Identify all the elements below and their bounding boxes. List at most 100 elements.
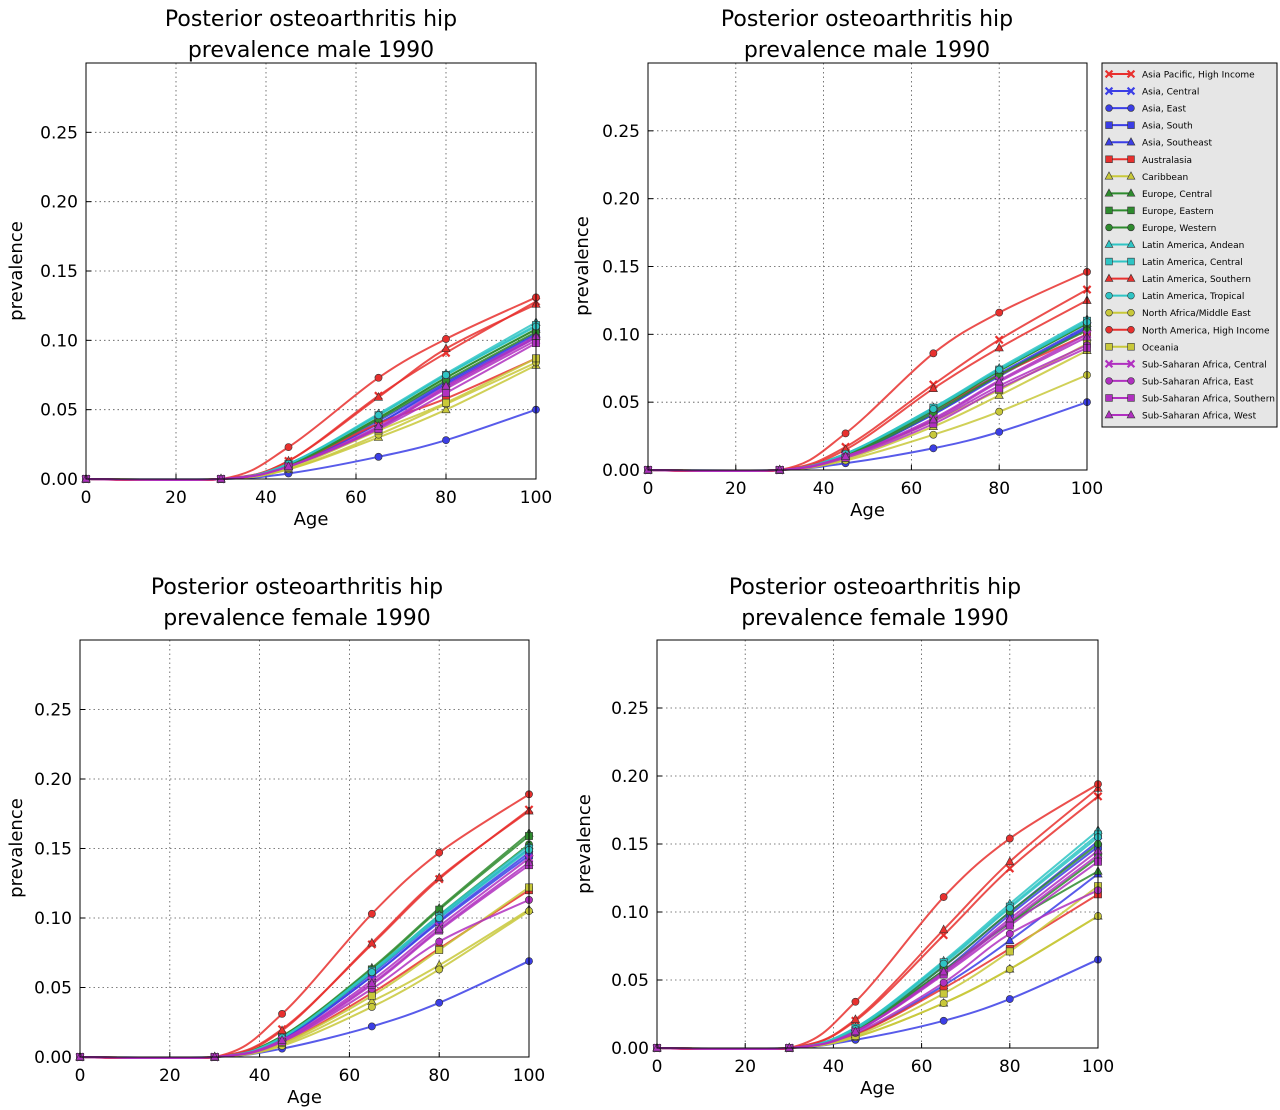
data-point	[1005, 913, 1015, 923]
legend-entry: Caribbean	[1104, 171, 1188, 183]
y-tick-label: 0.15	[40, 262, 78, 282]
x-tick-label: 20	[725, 479, 747, 499]
legend-marker	[1105, 104, 1113, 112]
series-line	[648, 374, 1087, 472]
legend-marker	[1127, 104, 1135, 112]
data-point	[850, 1026, 861, 1036]
legend-label: Sub-Saharan Africa, West	[1142, 412, 1257, 422]
data-point	[373, 421, 384, 430]
marker-stroke	[1104, 69, 1114, 79]
data-point	[367, 991, 376, 1000]
legend-entry: Australasia	[1105, 155, 1192, 166]
x-tick-label: 40	[249, 1066, 271, 1086]
data-point	[929, 430, 938, 439]
legend-marker	[1126, 137, 1136, 146]
legend-marker	[1104, 409, 1114, 419]
legend-label: Asia, East	[1142, 105, 1186, 115]
x-tick-label: 100	[1071, 479, 1103, 499]
legend-label: Europe, Western	[1142, 224, 1216, 234]
data-point	[841, 429, 850, 438]
chart-title-line: Posterior osteoarthritis hip	[151, 575, 443, 600]
plot-frame	[79, 639, 530, 1058]
legend-entry: Europe, Eastern	[1105, 206, 1214, 217]
legend-label: Latin America, Central	[1142, 258, 1243, 268]
legend-entry: Latin America, Southern	[1104, 273, 1251, 285]
data-point	[939, 999, 948, 1008]
legend-label: Latin America, Tropical	[1142, 292, 1244, 302]
data-point	[1005, 935, 1015, 944]
x-tick-label: 40	[823, 1057, 845, 1077]
data-point	[995, 428, 1004, 436]
legend-marker	[1105, 155, 1113, 163]
data-point	[435, 946, 444, 954]
data-point	[1005, 921, 1014, 930]
series-line	[648, 271, 1087, 472]
legend-label: Latin America, Southern	[1142, 275, 1251, 285]
series-group	[648, 271, 1087, 472]
series-line	[657, 783, 1098, 1050]
series-line	[80, 793, 529, 1059]
x-tick-label: 80	[435, 488, 457, 508]
series-line	[657, 893, 1098, 1050]
chart-title-line: prevalence male 1990	[188, 38, 434, 63]
y-tick-label: 0.20	[611, 767, 649, 787]
x-tick-label: 100	[513, 1066, 545, 1086]
data-point	[995, 365, 1004, 374]
data-point	[939, 989, 948, 998]
chart-title-line: prevalence male 1990	[744, 38, 990, 63]
data-point	[434, 923, 444, 933]
x-axis-label: Age	[287, 1087, 322, 1108]
legend-label: Asia, Central	[1142, 88, 1199, 98]
data-point	[284, 443, 293, 452]
legend-marker	[1126, 273, 1136, 282]
data-point	[216, 473, 226, 483]
data-point	[435, 914, 444, 922]
y-axis-label: prevalence	[572, 216, 593, 316]
x-tick-label: 20	[734, 1057, 756, 1077]
x-tick-label: 0	[75, 1066, 86, 1086]
data-point	[434, 872, 444, 882]
data-point	[994, 376, 1004, 386]
y-tick-label: 0.10	[40, 331, 78, 351]
data-point	[374, 373, 383, 382]
data-point	[1005, 965, 1014, 974]
x-tick-label: 80	[988, 479, 1010, 499]
legend-marker	[1127, 155, 1135, 163]
x-tick-label: 0	[81, 488, 92, 508]
x-tick-label: 100	[520, 488, 552, 508]
legend-label: Australasia	[1142, 156, 1192, 166]
legend-entry: Asia Pacific, High Income	[1104, 69, 1255, 81]
legend-marker	[1104, 69, 1114, 79]
legend-entry: Latin America, Andean	[1104, 239, 1244, 251]
y-tick-label: 0.25	[611, 699, 649, 719]
data-point	[367, 1003, 376, 1011]
legend-entry: Europe, Western	[1105, 223, 1216, 234]
marker-stroke	[1104, 359, 1114, 369]
chart-title-line: prevalence female 1990	[741, 606, 1009, 631]
legend-marker	[1105, 394, 1113, 402]
series-line	[86, 296, 536, 481]
legend-marker	[1127, 291, 1135, 300]
data-point	[442, 371, 450, 379]
chart-title-line: Posterior osteoarthritis hip	[165, 7, 457, 32]
data-point	[435, 998, 444, 1007]
legend-entry: Europe, Central	[1104, 188, 1212, 200]
y-tick-label: 0.20	[34, 770, 72, 790]
legend-marker	[1105, 206, 1113, 215]
data-point	[277, 1035, 287, 1044]
legend-label: North Africa/Middle East	[1142, 309, 1251, 319]
data-point	[1005, 947, 1014, 956]
y-tick-label: 0.25	[602, 122, 640, 142]
legend-label: Caribbean	[1142, 173, 1188, 183]
legend-marker	[1127, 223, 1135, 232]
plot-frame	[647, 62, 1088, 471]
legend-entry: Sub-Saharan Africa, Central	[1104, 359, 1267, 370]
plot-frame	[85, 62, 537, 480]
chart-panel-4: Posterior osteoarthritis hip prevalence f…	[574, 575, 1114, 1099]
data-point	[367, 937, 377, 947]
legend-marker	[1127, 206, 1135, 215]
x-axis-label: Age	[850, 500, 885, 521]
chart-title-line: prevalence female 1990	[163, 606, 431, 631]
legend-marker	[1127, 326, 1135, 334]
legend-entry: Asia, East	[1105, 104, 1186, 115]
